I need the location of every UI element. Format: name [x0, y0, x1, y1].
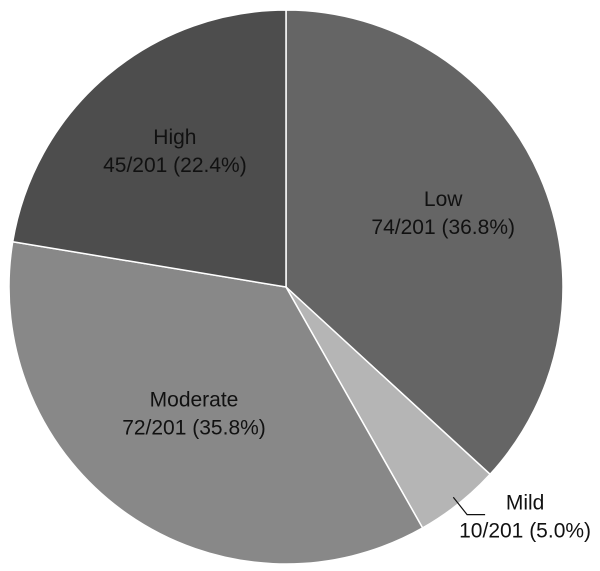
pie-label-name-high: High	[153, 126, 196, 149]
pie-label-value-moderate: 72/201 (35.8%)	[122, 417, 266, 440]
pie-label-value-mild: 10/201 (5.0%)	[459, 520, 591, 543]
pie-label-name-moderate: Moderate	[150, 389, 239, 412]
pie-label-value-low: 74/201 (36.8%)	[371, 216, 515, 239]
pie-label-name-mild: Mild	[506, 492, 545, 515]
pie-slice-low	[285, 9, 564, 476]
pie-slice-moderate	[8, 240, 424, 565]
pie-slice-high	[11, 9, 287, 288]
pie-slices	[8, 9, 564, 565]
pie-labels: Low 74/201 (36.8%) Mild 10/201 (5.0%) Modera…	[103, 126, 591, 543]
pie-label-value-high: 45/201 (22.4%)	[103, 154, 247, 177]
pie-label-name-low: Low	[424, 188, 463, 211]
pie-leader-mild	[452, 496, 486, 516]
